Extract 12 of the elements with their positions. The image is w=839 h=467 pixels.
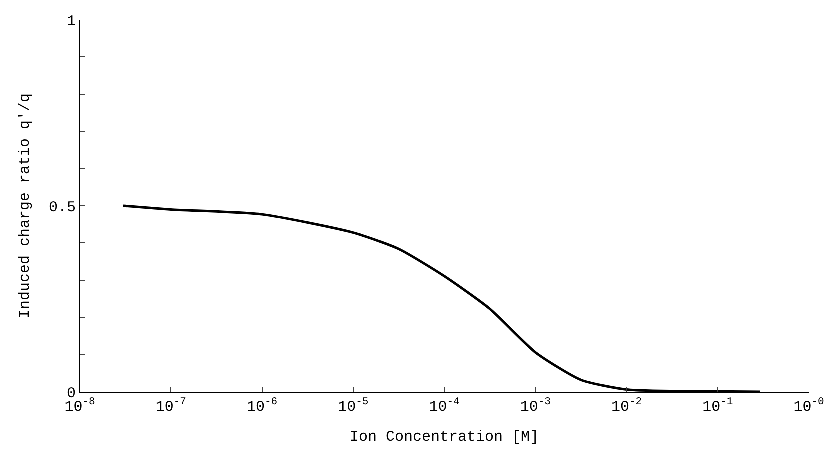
- y-tick-label: 1: [66, 13, 76, 30]
- x-tick-label: 10$^{-3}$: [520, 396, 551, 416]
- y-axis-title: Induced charge ratio q'/q: [17, 93, 34, 319]
- y-tick-label: 0.5: [48, 199, 76, 216]
- x-tick-label: 10$^{-2}$: [611, 396, 642, 416]
- x-tick-label: 10$^{-6}$: [246, 396, 278, 416]
- x-axis-title: Ion Concentration [M]: [350, 429, 540, 446]
- x-tick-label: 10$^{-4}$: [429, 396, 460, 416]
- x-tick-label: 10$^{-0}$: [794, 396, 824, 416]
- x-tick-label: 10$^{-7}$: [156, 396, 186, 416]
- x-tick-label: 10$^{-1}$: [702, 396, 734, 416]
- x-tick-label: 10$^{-5}$: [338, 396, 369, 416]
